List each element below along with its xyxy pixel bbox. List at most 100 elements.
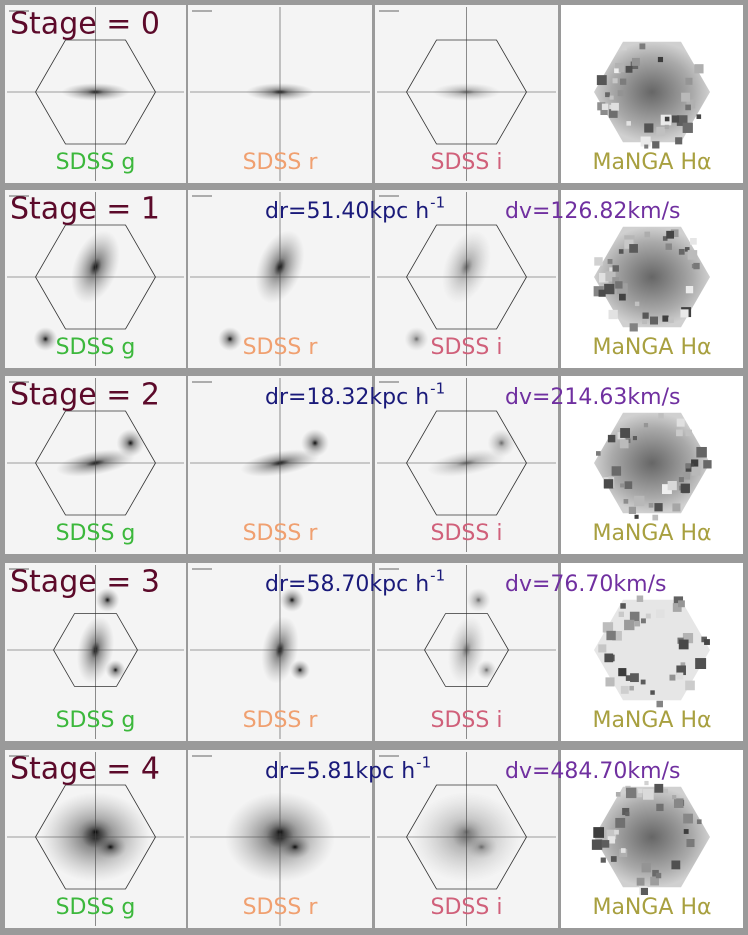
halpha-spaxel: [644, 144, 649, 149]
halpha-spaxel: [648, 502, 654, 508]
halpha-spaxel: [608, 476, 613, 481]
halpha-spaxel: [683, 829, 689, 834]
halpha-spaxel: [630, 673, 639, 683]
halpha-spaxel: [629, 244, 638, 253]
band-label: SDSS g: [56, 521, 136, 546]
halpha-spaxel: [615, 817, 626, 828]
ifu-hexagon: [53, 613, 138, 687]
band-label: MaNGA Hα: [592, 521, 711, 546]
halpha-spaxel: [656, 700, 663, 708]
halpha-spaxel: [624, 239, 634, 249]
galaxy: [95, 588, 120, 612]
stage-label: Stage = 1: [10, 192, 160, 227]
halpha-spaxel: [621, 44, 627, 51]
band-label: SDSS i: [431, 335, 503, 360]
halpha-spaxel: [603, 479, 614, 489]
separation-label: dr=5.81kpc h: [265, 759, 415, 784]
halpha-spaxel: [625, 811, 630, 817]
halpha-spaxel: [685, 104, 691, 111]
halpha-spaxel: [685, 463, 691, 469]
halpha-spaxel: [696, 114, 702, 119]
halpha-spaxel: [609, 267, 615, 273]
halpha-spaxel: [605, 271, 616, 282]
halpha-spaxel: [620, 685, 629, 694]
halpha-spaxel: [666, 230, 675, 239]
halpha-spaxel: [639, 43, 646, 50]
halpha-spaxel: [600, 857, 606, 863]
stage-row: SDSS g SDSS r SDSS i MaNGA Hα Stage = 3 dr=58…: [5, 563, 743, 741]
halpha-spaxel: [691, 459, 699, 467]
galaxy: [33, 327, 58, 351]
halpha-spaxel: [626, 121, 631, 126]
band-label: SDSS r: [243, 895, 319, 920]
halpha-map: [591, 780, 710, 896]
ifu-hexagon: [406, 784, 527, 890]
halpha-spaxel: [690, 238, 697, 245]
halpha-spaxel: [665, 243, 672, 250]
halpha-spaxel: [675, 137, 683, 145]
halpha-spaxel: [683, 813, 693, 824]
halpha-spaxel: [614, 68, 619, 74]
halpha-spaxel: [619, 439, 629, 449]
halpha-spaxel: [676, 115, 688, 126]
ifu-hexagon: [406, 39, 527, 145]
halpha-spaxel: [619, 293, 626, 301]
halpha-spaxel: [634, 514, 639, 519]
halpha-spaxel: [596, 451, 601, 456]
halpha-spaxel: [634, 495, 645, 507]
halpha-spaxel: [611, 466, 622, 476]
halpha-spaxel: [629, 685, 634, 691]
halpha-spaxel: [672, 503, 681, 512]
halpha-spaxel: [669, 674, 676, 681]
halpha-spaxel: [652, 869, 659, 877]
galaxy: [476, 660, 497, 680]
halpha-spaxel: [686, 99, 696, 109]
halpha-spaxel: [637, 792, 642, 798]
velocity-label: dv=76.70km/s: [505, 572, 666, 597]
halpha-spaxel: [618, 249, 624, 254]
band-label: SDSS g: [56, 708, 136, 733]
halpha-spaxel: [606, 630, 616, 641]
halpha-spaxel: [607, 434, 616, 443]
galaxy: [487, 429, 516, 457]
halpha-spaxel: [593, 827, 605, 838]
halpha-spaxel: [609, 95, 614, 100]
halpha-spaxel: [642, 312, 649, 319]
halpha-spaxel: [604, 653, 614, 663]
halpha-spaxel: [625, 65, 633, 73]
band-label: SDSS g: [56, 895, 136, 920]
halpha-spaxel: [691, 466, 701, 476]
band-label: SDSS i: [431, 895, 503, 920]
halpha-spaxel: [634, 621, 641, 627]
halpha-spaxel: [612, 630, 622, 641]
halpha-spaxel: [678, 248, 685, 255]
halpha-spaxel: [591, 839, 603, 850]
separation-exponent: -1: [430, 380, 445, 398]
halpha-spaxel: [623, 499, 629, 504]
separation-exponent: -1: [430, 567, 445, 585]
halpha-spaxel: [680, 483, 690, 493]
stage-row: SDSS g SDSS r SDSS i MaNGA Hα Stage = 2 dr=18…: [5, 376, 743, 554]
halpha-spaxel: [650, 876, 659, 886]
halpha-spaxel: [604, 283, 615, 295]
halpha-spaxel: [676, 418, 685, 427]
halpha-spaxel: [612, 277, 620, 284]
band-label: SDSS i: [431, 521, 503, 546]
stage-label: Stage = 0: [10, 7, 160, 42]
band-label: SDSS r: [243, 335, 319, 360]
halpha-spaxel: [643, 789, 654, 800]
halpha-spaxel: [598, 289, 606, 297]
galaxy: [466, 588, 491, 612]
halpha-spaxel: [685, 286, 693, 293]
halpha-spaxel: [682, 633, 694, 644]
ifu-hexagon: [35, 39, 156, 145]
halpha-spaxel: [608, 309, 618, 320]
halpha-spaxel: [600, 107, 608, 115]
halpha-spaxel: [644, 231, 651, 238]
stage-label: Stage = 4: [10, 752, 160, 787]
halpha-spaxel: [620, 848, 626, 853]
halpha-spaxel: [624, 481, 633, 489]
halpha-spaxel: [652, 141, 660, 149]
band-label: SDSS i: [431, 150, 503, 175]
